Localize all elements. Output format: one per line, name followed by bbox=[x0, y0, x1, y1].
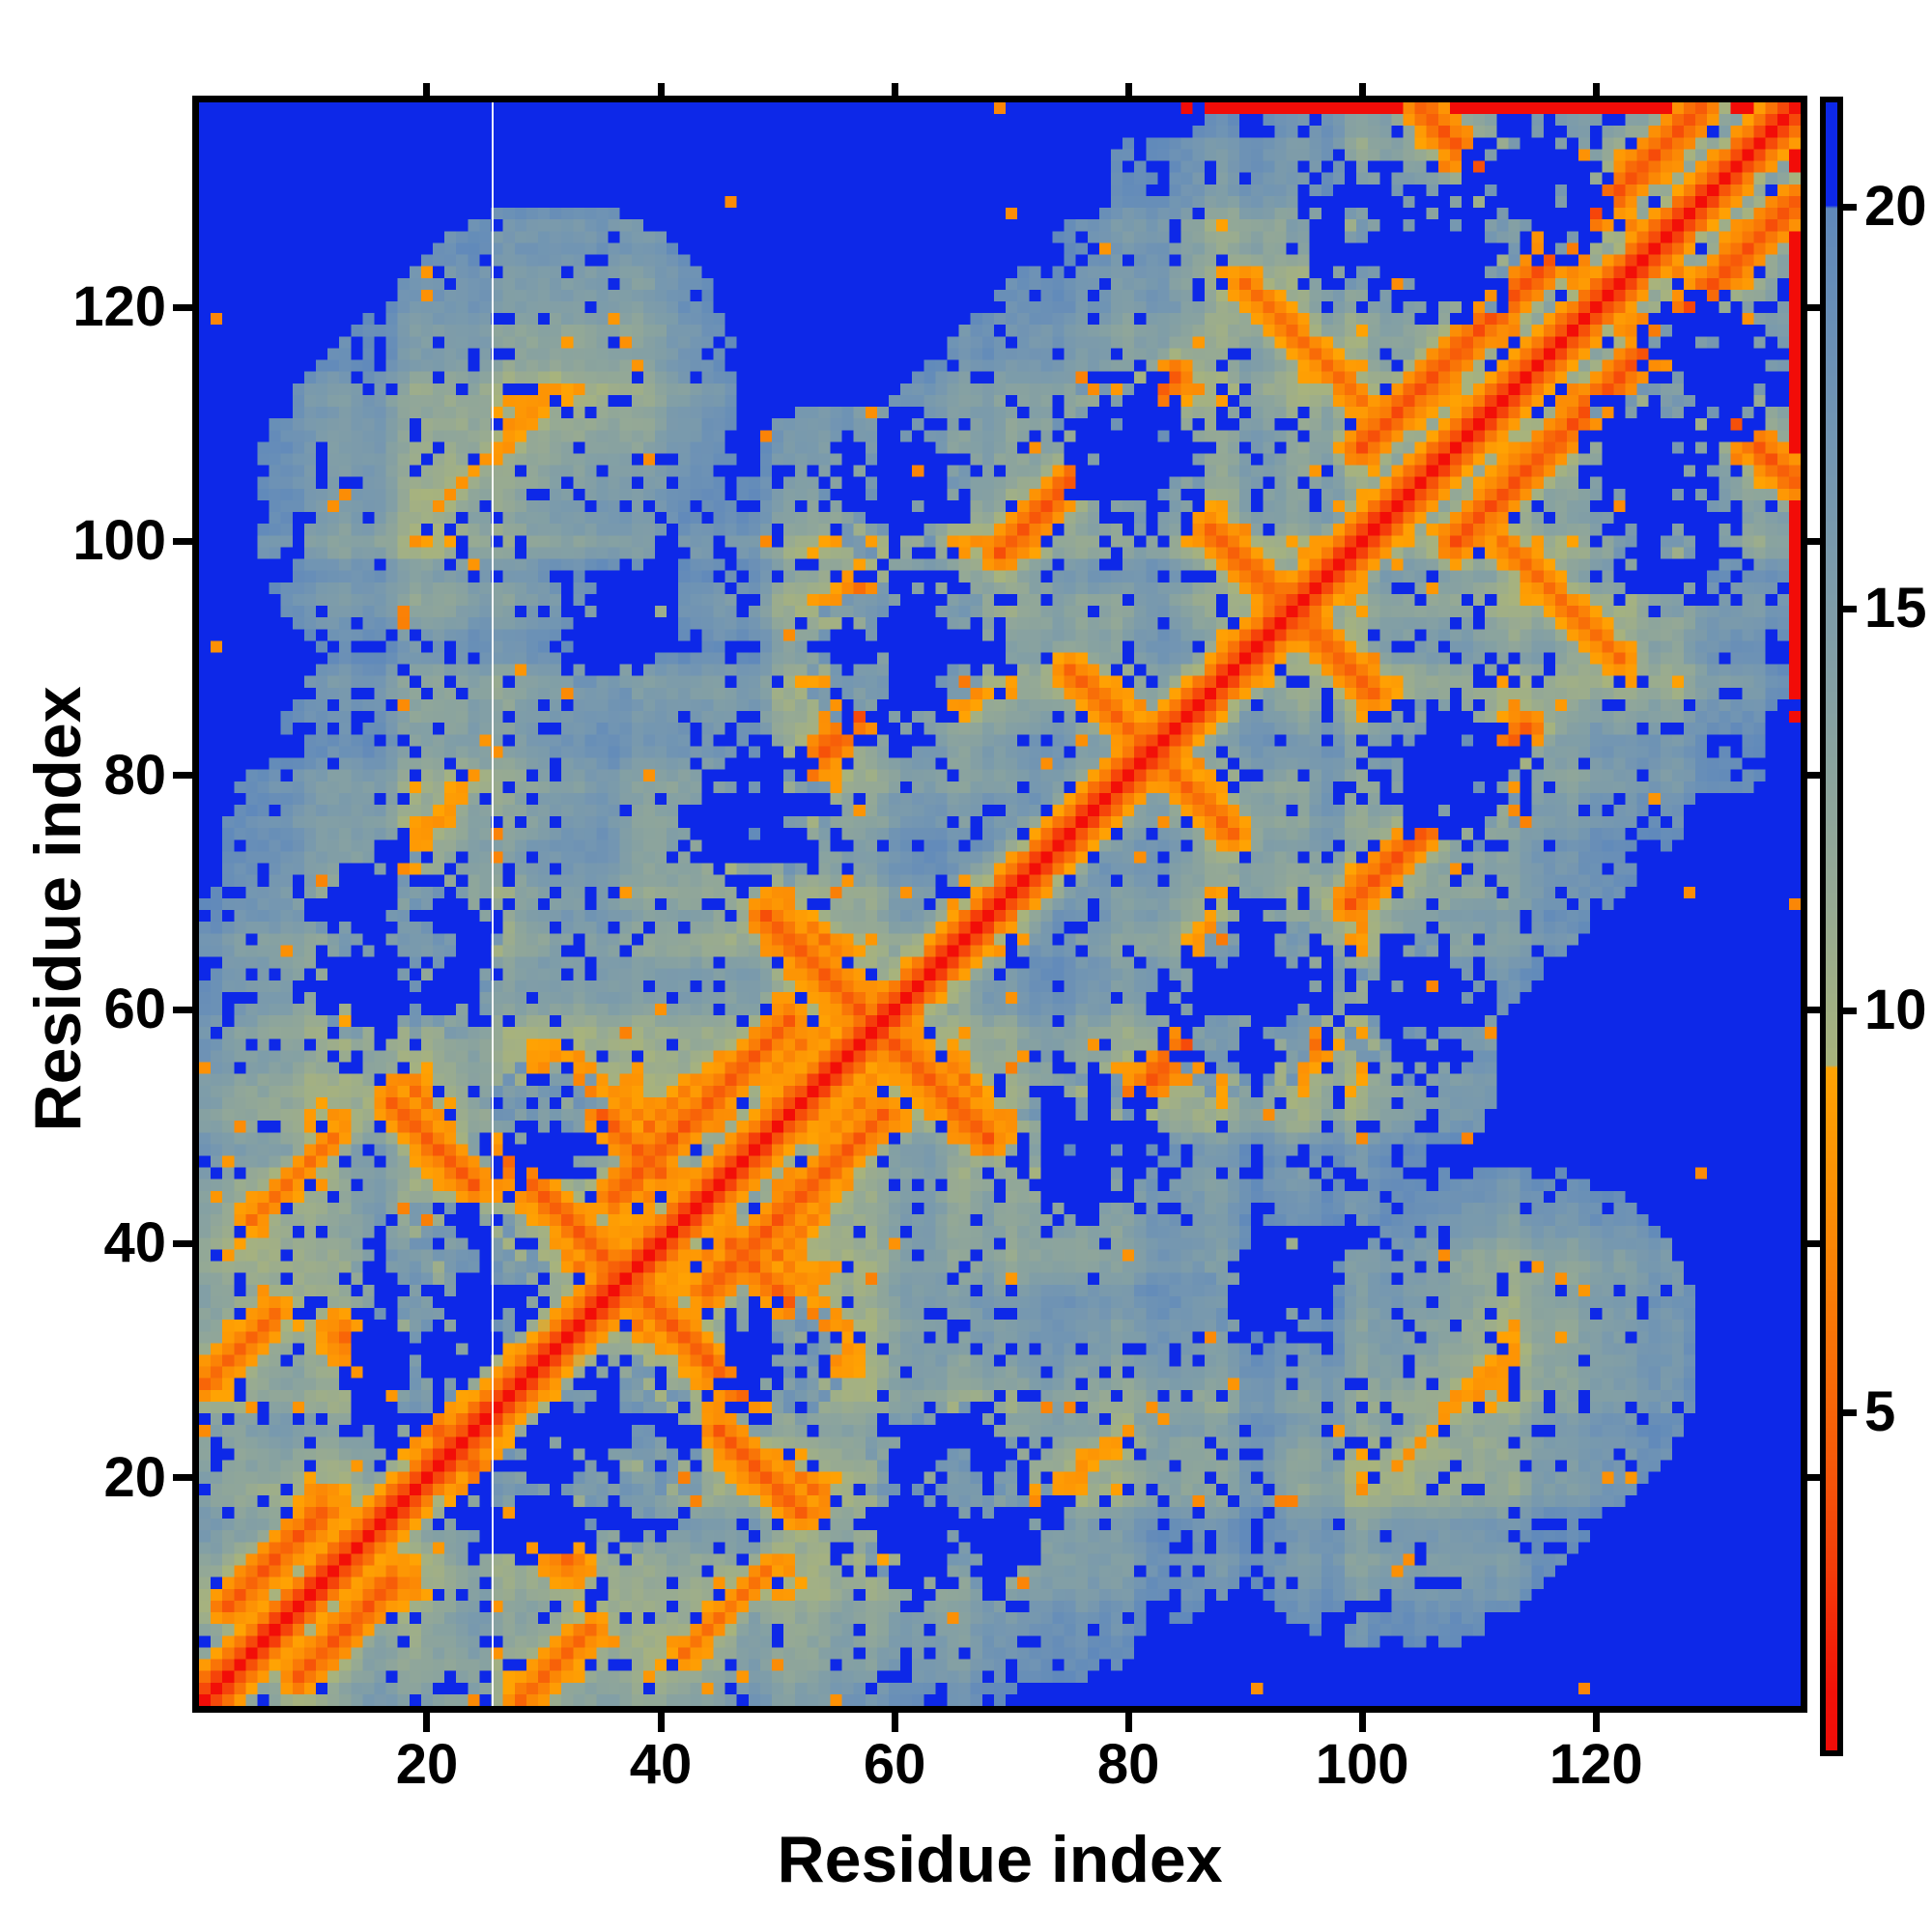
y-tick bbox=[173, 1239, 192, 1247]
x-tick-label: 80 bbox=[1096, 1733, 1160, 1796]
x-tick-top bbox=[1124, 83, 1132, 96]
x-tick-top bbox=[657, 83, 665, 96]
y-tick-label: 80 bbox=[103, 743, 166, 807]
colorbar-tick bbox=[1843, 605, 1857, 612]
colorbar-tick bbox=[1843, 203, 1857, 211]
colorbar-tick-label: 20 bbox=[1864, 175, 1927, 239]
y-tick-label: 120 bbox=[72, 275, 166, 339]
y-tick bbox=[173, 1474, 192, 1482]
y-tick bbox=[173, 772, 192, 780]
x-tick-label: 20 bbox=[395, 1733, 459, 1796]
colorbar-border bbox=[1820, 97, 1843, 1756]
x-tick bbox=[1124, 1713, 1132, 1732]
x-tick-label: 40 bbox=[629, 1733, 693, 1796]
y-tick-right bbox=[1807, 1006, 1820, 1013]
colorbar-tick bbox=[1843, 1408, 1857, 1416]
x-tick-label: 60 bbox=[863, 1733, 926, 1796]
colorbar-tick-label: 5 bbox=[1864, 1380, 1896, 1444]
y-tick bbox=[173, 537, 192, 545]
y-tick-label: 40 bbox=[103, 1211, 166, 1275]
colorbar-tick-label: 15 bbox=[1864, 577, 1927, 640]
y-tick bbox=[173, 1006, 192, 1013]
x-tick bbox=[423, 1713, 431, 1732]
y-tick-label: 60 bbox=[103, 978, 166, 1041]
y-tick bbox=[173, 303, 192, 311]
x-tick bbox=[891, 1713, 898, 1732]
x-tick-top bbox=[1358, 83, 1366, 96]
y-axis-label: Residue index bbox=[21, 686, 95, 1132]
heatmap-canvas bbox=[199, 102, 1801, 1706]
y-tick-right bbox=[1807, 303, 1820, 311]
x-axis-label: Residue index bbox=[777, 1823, 1223, 1896]
x-tick bbox=[1592, 1713, 1600, 1732]
x-tick-label: 100 bbox=[1315, 1733, 1409, 1796]
x-tick-label: 120 bbox=[1548, 1733, 1643, 1796]
y-tick-right bbox=[1807, 772, 1820, 780]
colorbar-tick-label: 10 bbox=[1864, 979, 1927, 1042]
render-artifact-white-line bbox=[492, 102, 494, 1706]
x-tick-top bbox=[1592, 83, 1600, 96]
y-tick-right bbox=[1807, 537, 1820, 545]
y-tick-label: 100 bbox=[72, 509, 166, 573]
y-tick-label: 20 bbox=[103, 1445, 166, 1509]
colorbar-tick bbox=[1843, 1007, 1857, 1014]
y-tick-right bbox=[1807, 1474, 1820, 1482]
x-tick-top bbox=[891, 83, 898, 96]
y-tick-right bbox=[1807, 1239, 1820, 1247]
x-tick-top bbox=[423, 83, 431, 96]
x-tick bbox=[657, 1713, 665, 1732]
colorbar-gradient bbox=[1826, 102, 1837, 1750]
x-tick bbox=[1358, 1713, 1366, 1732]
